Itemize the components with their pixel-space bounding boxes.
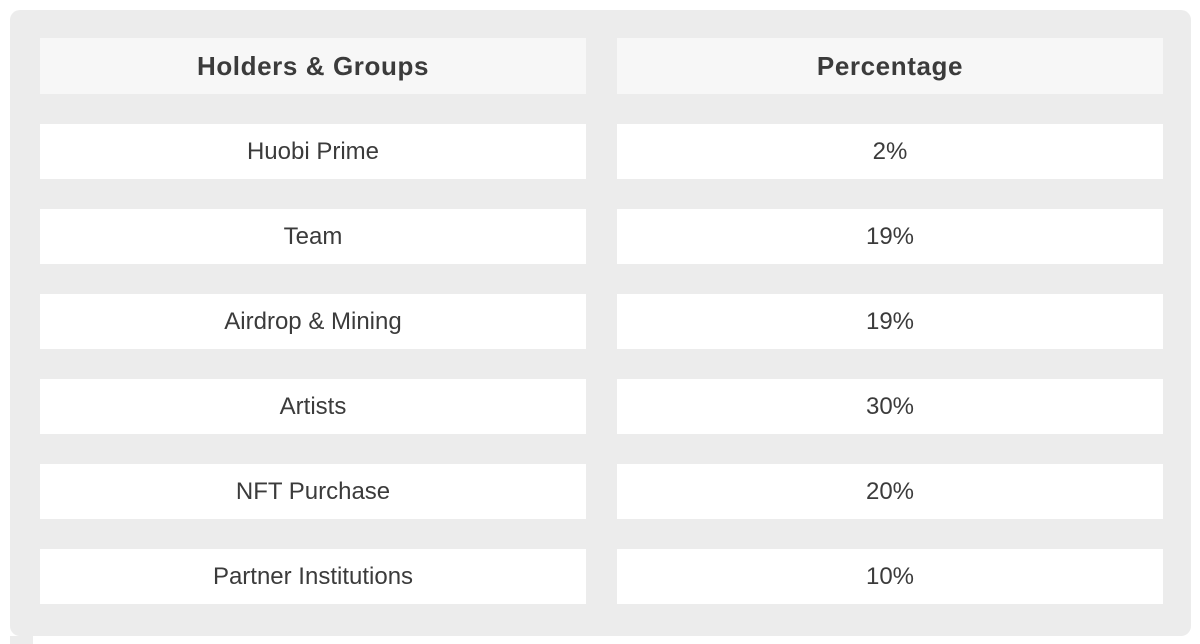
table-cell-holder: Artists <box>40 379 586 434</box>
table-cell-holder: Airdrop & Mining <box>40 294 586 349</box>
table-cell-percentage: 19% <box>617 294 1163 349</box>
table-cell-percentage: 30% <box>617 379 1163 434</box>
table-cell-percentage: 20% <box>617 464 1163 519</box>
table-cell-holder: Partner Institutions <box>40 549 586 604</box>
table-header-cell-holders: Holders & Groups <box>40 38 586 94</box>
table-cell-percentage: 10% <box>617 549 1163 604</box>
table-header-cell-percentage: Percentage <box>617 38 1163 94</box>
distribution-table-card: Holders & Groups Percentage Huobi Prime … <box>10 10 1191 636</box>
clipped-next-element <box>10 636 33 644</box>
table-cell-percentage: 2% <box>617 124 1163 179</box>
table-cell-holder: Huobi Prime <box>40 124 586 179</box>
table-cell-percentage: 19% <box>617 209 1163 264</box>
table-cell-holder: NFT Purchase <box>40 464 586 519</box>
table-cell-holder: Team <box>40 209 586 264</box>
